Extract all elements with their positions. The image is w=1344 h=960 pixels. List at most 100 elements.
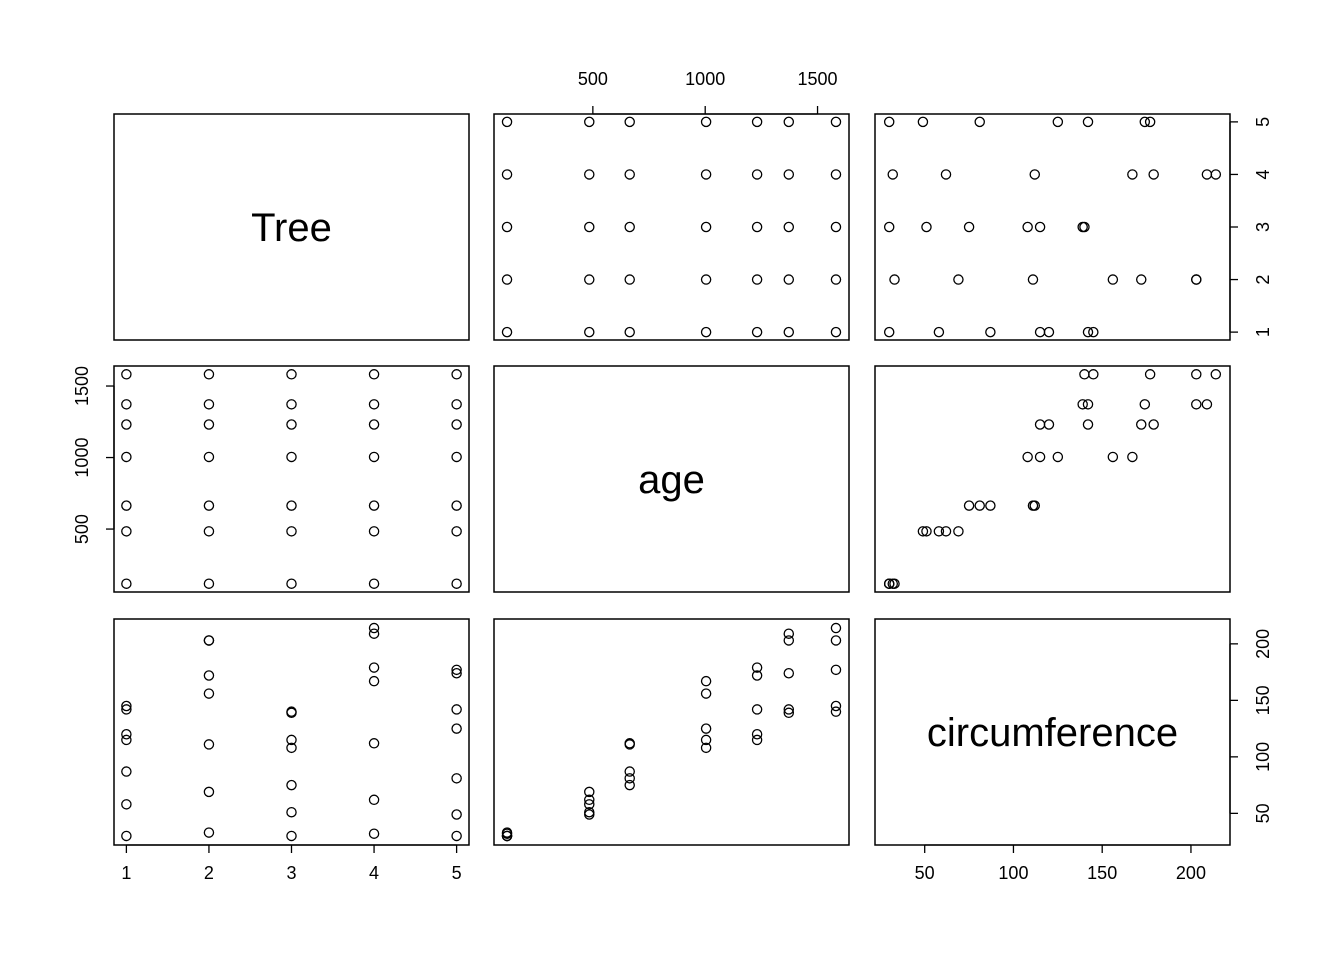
point (830, 169, 842, 180)
point (451, 830, 462, 842)
point (1082, 419, 1094, 430)
point (1029, 169, 1041, 180)
point (700, 734, 712, 746)
y-tick-label-Tree: 1 (1253, 327, 1273, 337)
panel-frame (493, 618, 850, 846)
point (751, 704, 763, 715)
point (584, 786, 595, 798)
point (921, 221, 932, 233)
point (203, 369, 215, 380)
point (1029, 500, 1041, 511)
point (121, 799, 132, 810)
point (451, 500, 462, 511)
x-tick-label-age: 500 (578, 69, 608, 89)
point (953, 526, 964, 537)
point (203, 399, 215, 410)
point (121, 419, 132, 430)
point (286, 369, 297, 380)
y-tick-label-Tree: 4 (1253, 169, 1273, 179)
point (203, 578, 215, 589)
point (501, 830, 513, 842)
point (751, 221, 763, 233)
x-tick-label-Tree: 2 (204, 863, 214, 883)
point (830, 326, 842, 338)
point (1127, 169, 1138, 180)
matrix-panels: Tree age circumference (113, 113, 1231, 846)
panel-Tree-vs-circumference (874, 113, 1231, 341)
point (751, 116, 763, 128)
point (830, 700, 842, 712)
point (783, 704, 795, 715)
point (121, 500, 132, 511)
point (700, 742, 712, 754)
point (451, 369, 462, 380)
point (121, 704, 132, 715)
point (1136, 274, 1147, 285)
point (783, 221, 795, 233)
y-tick-label-circumference: 50 (1253, 803, 1273, 823)
point (830, 221, 842, 233)
point (940, 526, 952, 537)
point (501, 116, 513, 128)
point (624, 738, 635, 749)
point (624, 773, 635, 784)
point (451, 399, 462, 410)
point (368, 526, 380, 537)
point (451, 723, 462, 734)
point (286, 526, 297, 537)
point (121, 766, 132, 777)
point (751, 670, 763, 681)
y-tick-label-circumference: 150 (1253, 685, 1273, 715)
y-tick-label-Tree: 5 (1253, 117, 1273, 127)
panel-frame (113, 618, 470, 846)
y-tick-label-circumference: 100 (1253, 742, 1273, 772)
point (1191, 369, 1202, 380)
x-tick-label-Tree: 1 (121, 863, 131, 883)
point (624, 116, 635, 128)
point (963, 500, 975, 511)
point (203, 688, 215, 699)
point (751, 729, 763, 740)
point (830, 706, 842, 717)
point (121, 369, 132, 380)
point (1107, 451, 1119, 463)
point (203, 419, 215, 430)
point (1077, 399, 1088, 410)
point (1079, 369, 1090, 380)
matrix-axes: 1 2 3 4 5 500 1000 1500 50 100 150 200 1 2 3 4 5 500 1000 1… (72, 69, 1273, 883)
point (887, 169, 899, 180)
point (985, 326, 996, 338)
panel-age-vs-Tree (113, 365, 470, 593)
point (830, 622, 842, 634)
x-tick-label-circumference: 200 (1176, 863, 1206, 883)
point (286, 742, 297, 754)
point (1107, 274, 1119, 285)
y-tick-label-age: 500 (72, 514, 92, 544)
point (1034, 326, 1046, 338)
point (584, 221, 595, 233)
point (1052, 451, 1064, 463)
point (1034, 419, 1046, 430)
point (917, 526, 929, 537)
point (1136, 419, 1147, 430)
point (1201, 399, 1213, 410)
panel-age-vs-circumference (874, 365, 1231, 593)
point (121, 729, 132, 740)
point (584, 326, 595, 338)
point (1210, 169, 1222, 180)
point (121, 451, 132, 463)
point (501, 326, 513, 338)
point (1082, 399, 1094, 410)
point (1148, 419, 1159, 430)
x-tick-label-age: 1000 (685, 69, 725, 89)
point (501, 221, 513, 233)
point (1043, 326, 1055, 338)
point (974, 116, 985, 128)
point (368, 399, 380, 410)
point (624, 779, 635, 791)
x-tick-label-circumference: 150 (1087, 863, 1117, 883)
point (751, 326, 763, 338)
point (783, 707, 795, 719)
point (286, 706, 297, 717)
